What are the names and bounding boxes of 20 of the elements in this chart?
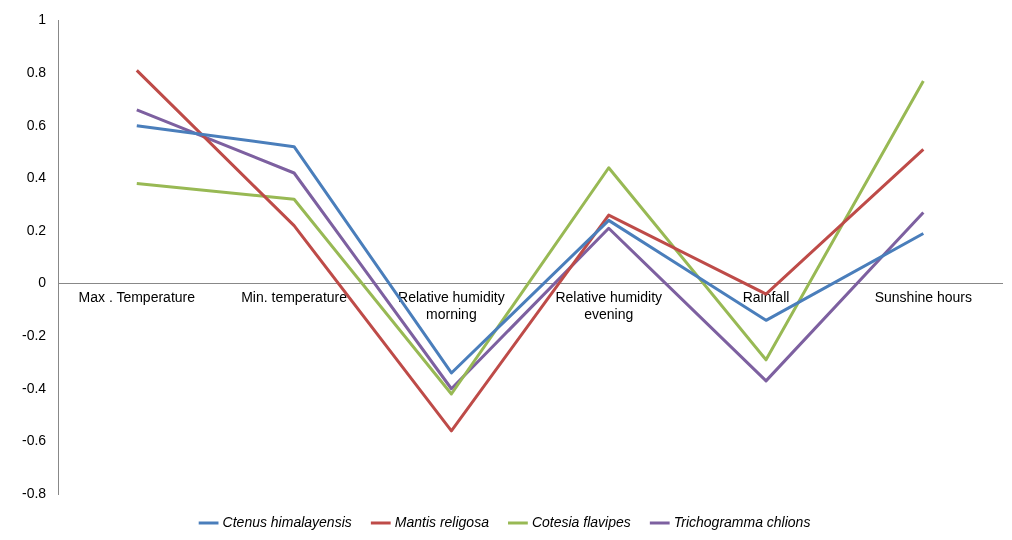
x-tick-label: Min. temperature (241, 288, 348, 305)
x-tick-label: Sunshine hours (874, 288, 972, 305)
x-tick-label: Rainfall (742, 288, 790, 305)
y-tick-label: -0.2 (22, 326, 47, 343)
legend-label: Mantis religosa (394, 513, 490, 530)
y-tick-label: -0.6 (22, 432, 47, 449)
y-tick-label: 0.8 (26, 63, 47, 80)
y-tick-label: 0 (38, 274, 47, 291)
y-tick-label: 0.2 (26, 221, 47, 238)
y-tick-label: -0.8 (22, 484, 47, 501)
y-tick-label: 0.6 (26, 116, 47, 133)
x-tick-label: Relative humidity morning (398, 288, 505, 322)
legend-label: Cotesia flavipes (531, 513, 631, 530)
y-tick-label: 0.4 (26, 169, 47, 186)
legend-label: Trichogramma chlions (673, 513, 811, 530)
x-tick-label: Relative humidity evening (555, 288, 663, 322)
x-tick-label: Max . Temperature (78, 288, 196, 305)
y-tick-label: 1 (38, 11, 47, 28)
y-tick-label: -0.4 (22, 379, 47, 396)
legend-label: Ctenus himalayensis (222, 513, 352, 530)
